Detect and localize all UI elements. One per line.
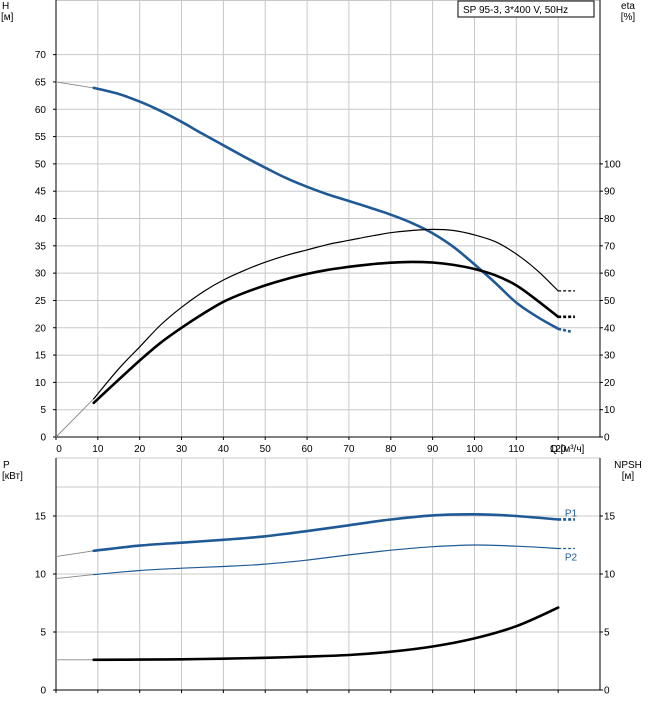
y-axis-unit-left: [м] — [1, 12, 14, 23]
ytick-label-right: 70 — [604, 241, 616, 252]
xtick-label: 50 — [260, 444, 272, 455]
y-axis-label-left: H — [2, 1, 9, 12]
ytick-label-right: 15 — [604, 512, 616, 523]
ytick-label-left: 0 — [40, 433, 46, 444]
model-label: SP 95-3, 3*400 V, 50Hz — [463, 5, 568, 16]
ytick-label-right: 30 — [604, 351, 616, 362]
series-label-P1: P1 — [565, 508, 578, 519]
y-axis-label-right: NPSH — [614, 460, 642, 471]
ytick-label-right: 100 — [604, 159, 621, 170]
ytick-label-left: 10 — [35, 378, 47, 389]
curve-H — [92, 86, 560, 331]
xtick-label: 90 — [427, 444, 439, 455]
xtick-label: 80 — [385, 444, 397, 455]
xtick-label: 100 — [466, 444, 483, 455]
grid-head-panel — [53, 0, 603, 440]
ytick-label-right: 10 — [604, 405, 616, 416]
ytick-label-left: 20 — [35, 323, 47, 334]
y-axis-unit-left: [кВт] — [2, 471, 23, 482]
ytick-label-left: 65 — [35, 77, 47, 88]
curve-P2-extension-start — [55, 574, 94, 580]
grid-power-panel — [53, 457, 603, 693]
curve-eta_thin-extension-start — [55, 398, 95, 438]
ytick-label-left: 15 — [35, 512, 47, 523]
ytick-label-right: 5 — [604, 628, 610, 639]
ytick-label-left: 15 — [35, 351, 47, 362]
xtick-label: 10 — [92, 444, 104, 455]
series-label-P2: P2 — [565, 552, 578, 563]
y-axis-label-left: P — [3, 460, 10, 471]
model-label-frame — [457, 0, 595, 18]
labels-layer: 0510152025303540455055606570010203040506… — [1, 1, 642, 697]
ytick-label-right: 20 — [604, 378, 616, 389]
ytick-label-right: 60 — [604, 269, 616, 280]
ytick-label-left: 60 — [35, 105, 47, 116]
ytick-label-left: 50 — [35, 159, 47, 170]
ytick-label-left: 25 — [35, 296, 47, 307]
xtick-label: 20 — [134, 444, 146, 455]
y-axis-label-right: eta — [621, 1, 635, 12]
ytick-label-left: 10 — [35, 570, 47, 581]
curves-layer — [55, 81, 575, 662]
xtick-label: 30 — [176, 444, 188, 455]
ytick-label-left: 5 — [40, 628, 46, 639]
curve-eta_thin — [93, 228, 559, 400]
ytick-label-left: 45 — [35, 187, 47, 198]
curve-H-extension-end — [557, 327, 571, 333]
ytick-label-right: 50 — [604, 296, 616, 307]
xtick-label: 70 — [343, 444, 355, 455]
ytick-label-left: 30 — [35, 269, 47, 280]
ytick-label-left: 55 — [35, 132, 47, 143]
curve-P1-extension-start — [55, 550, 94, 558]
y-axis-unit-right: [%] — [621, 12, 636, 23]
ytick-label-left: 40 — [35, 214, 47, 225]
curve-NPSH — [92, 606, 560, 662]
xtick-label: 40 — [218, 444, 230, 455]
ytick-label-right: 90 — [604, 187, 616, 198]
y-axis-unit-right: [м] — [622, 471, 635, 482]
curve-P2 — [93, 544, 559, 576]
ytick-label-right: 0 — [604, 433, 610, 444]
ytick-label-right: 40 — [604, 323, 616, 334]
xtick-label: 0 — [56, 444, 62, 455]
model-label-box: SP 95-3, 3*400 V, 50Hz — [457, 0, 595, 18]
curve-H-extension-start — [55, 81, 94, 89]
ytick-label-left: 0 — [40, 686, 46, 697]
xtick-label: 110 — [508, 444, 524, 455]
ytick-label-right: 80 — [604, 214, 616, 225]
xtick-label: 120 — [550, 444, 567, 455]
xtick-label: 60 — [302, 444, 314, 455]
curve-eta_thick — [92, 260, 560, 405]
ytick-label-left: 35 — [35, 241, 47, 252]
curve-P1 — [92, 512, 560, 553]
ytick-label-left: 70 — [35, 50, 47, 61]
ytick-label-right: 10 — [604, 570, 616, 581]
ytick-label-left: 5 — [40, 405, 46, 416]
ytick-label-right: 0 — [604, 686, 610, 697]
x-axis-label: Q [м³/ч] — [550, 444, 585, 455]
